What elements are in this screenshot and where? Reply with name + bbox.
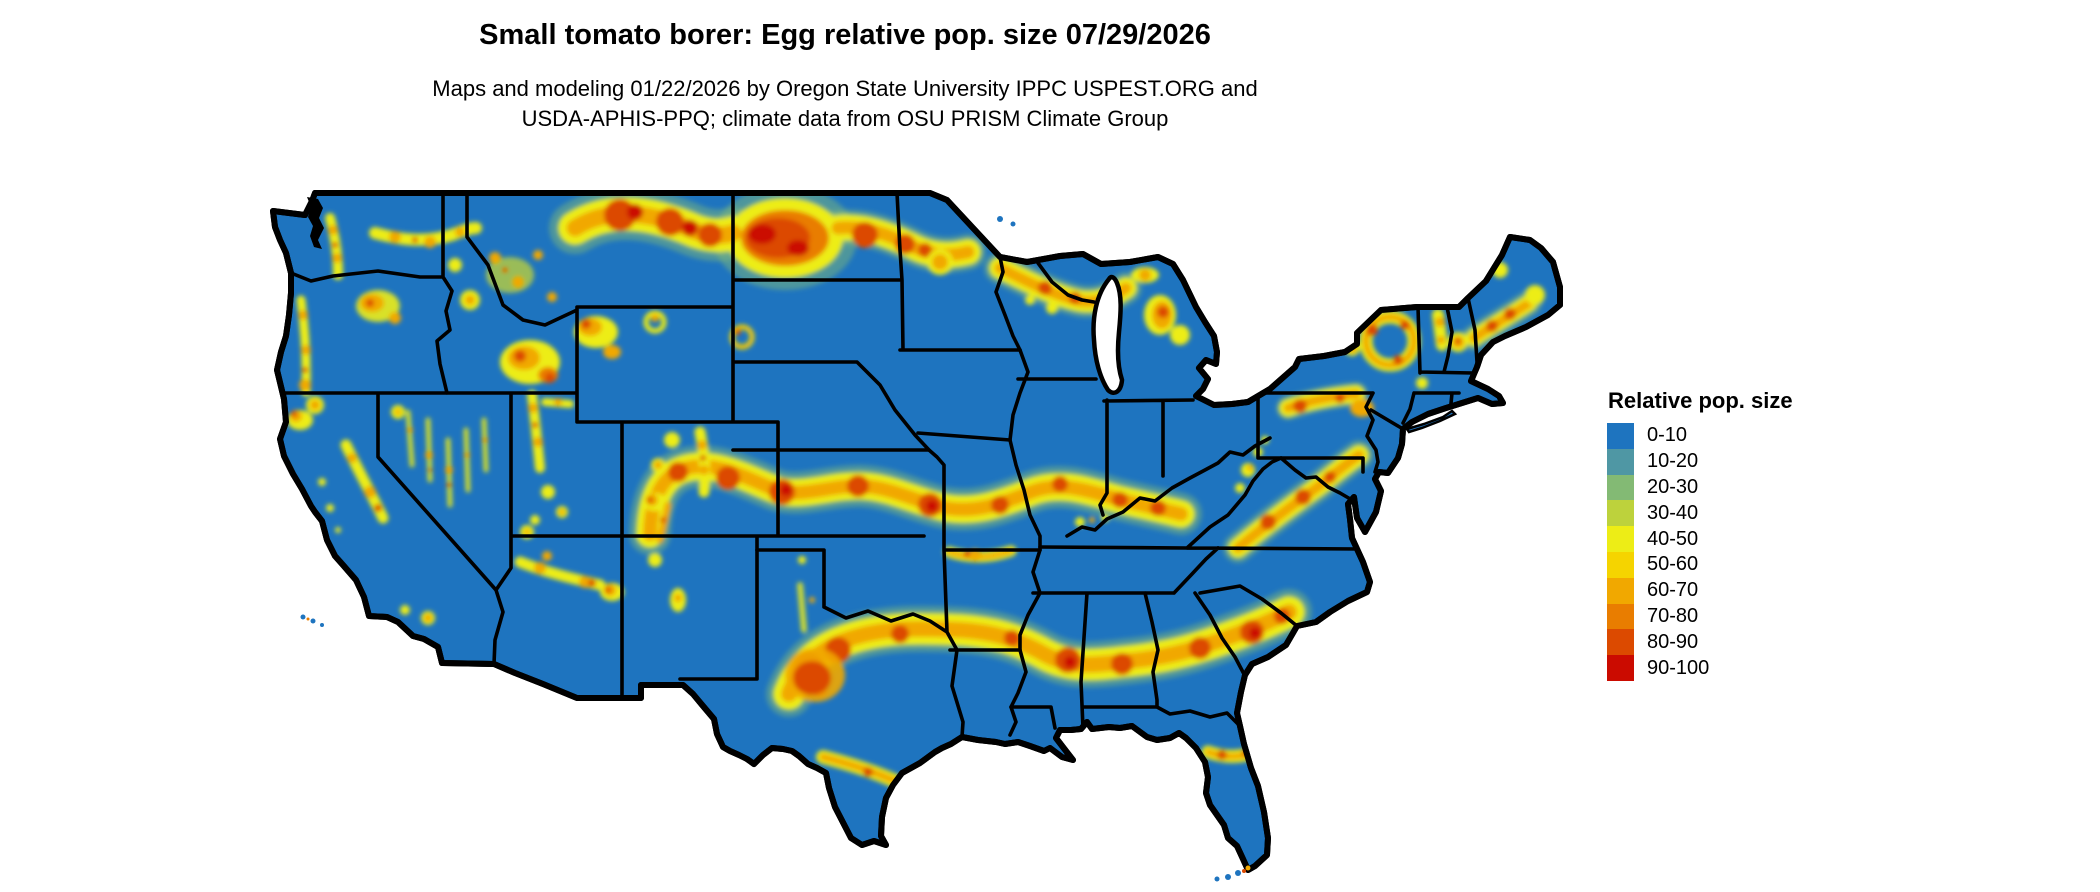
legend-swatch [1607,448,1634,475]
legend-label: 0-10 [1647,424,1688,447]
legend-item: 0-10 [1607,423,1793,449]
legend-swatch [1607,500,1634,527]
legend-swatch [1607,474,1634,501]
page-subtitle: Maps and modeling 01/22/2026 by Oregon S… [0,74,1690,134]
border-lakes [997,216,1016,227]
legend-item: 10-20 [1607,448,1793,475]
legend-label: 20-30 [1647,475,1699,498]
legend-label: 60-70 [1647,579,1699,602]
heat-raster-layer [287,193,1545,783]
legend-item: 50-60 [1607,551,1793,578]
legend-swatch [1607,577,1634,604]
legend-label: 40-50 [1647,527,1699,550]
legend-item: 90-100 [1607,655,1793,681]
legend-item: 70-80 [1607,603,1793,630]
header: Small tomato borer: Egg relative pop. si… [0,0,1690,134]
legend: Relative pop. size 0-10 10-20 20-30 30-40 40… [1607,388,1793,681]
legend-swatch [1607,655,1634,681]
legend-item: 80-90 [1607,629,1793,656]
legend-swatch [1607,526,1634,552]
long-island [1405,409,1458,434]
legend-swatch [1607,423,1634,449]
page-title: Small tomato borer: Egg relative pop. si… [479,19,1211,51]
subtitle-line-2: USDA-APHIS-PPQ; climate data from OSU PR… [521,106,1169,131]
legend-label: 10-20 [1647,450,1699,473]
legend-item: 30-40 [1607,500,1793,527]
legend-swatch [1607,629,1634,656]
florida-keys [1214,865,1251,882]
subtitle-line-1: Maps and modeling 01/22/2026 by Oregon S… [432,76,1258,101]
legend-item: 60-70 [1607,577,1793,604]
legend-label: 90-100 [1647,656,1710,679]
legend-title: Relative pop. size [1608,388,1793,413]
puget-sound [307,197,324,249]
legend-item: 20-30 [1607,474,1793,501]
channel-islands [300,614,324,627]
legend-label: 80-90 [1647,630,1699,653]
legend-label: 50-60 [1647,553,1699,576]
legend-label: 70-80 [1647,604,1699,627]
legend-swatch [1607,603,1634,630]
legend-rows: 0-10 10-20 20-30 30-40 40-50 50-60 60-70 70-80 8… [1607,423,1793,681]
legend-swatch [1607,551,1634,578]
lake-michigan [1091,274,1125,395]
legend-item: 40-50 [1607,526,1793,552]
legend-label: 30-40 [1647,501,1699,524]
